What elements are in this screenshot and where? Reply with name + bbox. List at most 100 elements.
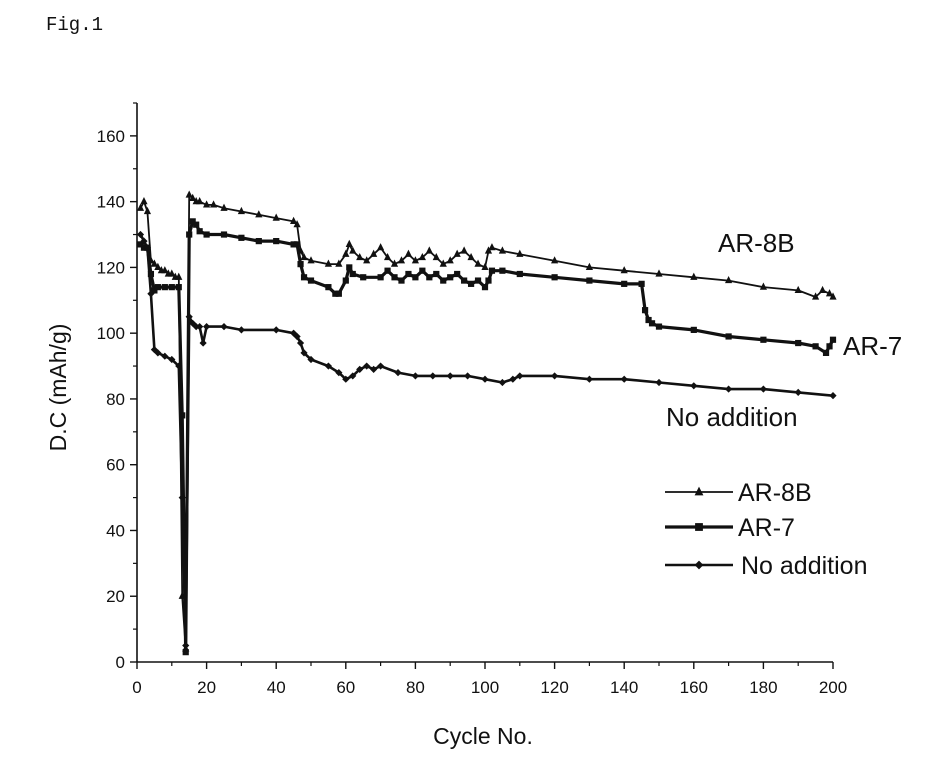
- series-no-addition: [137, 231, 837, 649]
- data-point: [639, 281, 645, 287]
- data-point: [481, 376, 488, 383]
- x-tick-label: 0: [132, 678, 141, 697]
- data-point: [346, 264, 352, 270]
- data-point: [256, 238, 262, 244]
- data-point: [485, 277, 491, 283]
- y-tick-label: 80: [106, 390, 125, 409]
- data-point: [760, 337, 766, 343]
- x-tick-label: 180: [749, 678, 777, 697]
- data-point: [273, 238, 279, 244]
- data-point: [210, 200, 217, 207]
- data-point: [499, 268, 505, 274]
- data-point: [140, 197, 147, 204]
- data-point: [621, 376, 628, 383]
- x-tick-label: 120: [540, 678, 568, 697]
- x-tick-label: 20: [197, 678, 216, 697]
- data-point: [186, 231, 192, 237]
- data-point: [183, 649, 189, 655]
- y-tick-label: 40: [106, 521, 125, 540]
- data-point: [642, 307, 648, 313]
- data-point: [461, 277, 467, 283]
- data-point: [273, 326, 280, 333]
- data-point: [447, 274, 453, 280]
- data-point: [813, 343, 819, 349]
- data-point: [405, 271, 411, 277]
- data-point: [795, 340, 801, 346]
- data-point: [419, 268, 425, 274]
- data-point: [726, 333, 732, 339]
- data-point: [499, 379, 506, 386]
- legend: AR-8B AR-7 No addition: [665, 479, 867, 580]
- y-tick-label: 120: [97, 258, 125, 277]
- y-axis-title: D.C (mAh/g): [45, 324, 71, 452]
- data-point: [429, 372, 436, 379]
- x-axis-title: Cycle No.: [433, 723, 533, 749]
- legend-item: No addition: [665, 552, 867, 580]
- data-point: [301, 274, 307, 280]
- data-point: [826, 343, 832, 349]
- data-point: [819, 286, 826, 293]
- y-tick-label: 160: [97, 127, 125, 146]
- data-point: [440, 277, 446, 283]
- legend-item: AR-8B: [665, 479, 812, 507]
- data-point: [482, 284, 488, 290]
- series-ar-7: [137, 218, 836, 655]
- data-point: [690, 382, 697, 389]
- data-point: [461, 246, 468, 253]
- data-point: [238, 326, 245, 333]
- data-point: [489, 268, 495, 274]
- data-point: [336, 291, 342, 297]
- data-point: [488, 243, 495, 250]
- data-point: [454, 271, 460, 277]
- data-point: [221, 231, 227, 237]
- data-point: [695, 487, 704, 496]
- data-point: [360, 274, 366, 280]
- series-line: [141, 235, 834, 646]
- y-tick-label: 100: [97, 324, 125, 343]
- data-point: [829, 392, 836, 399]
- data-point: [656, 324, 662, 330]
- data-point: [830, 337, 836, 343]
- data-point: [169, 284, 175, 290]
- data-point: [464, 372, 471, 379]
- data-point: [795, 389, 802, 396]
- data-point: [342, 250, 349, 257]
- x-tick-label: 100: [471, 678, 499, 697]
- legend-label: AR-8B: [738, 479, 812, 507]
- data-point: [468, 281, 474, 287]
- data-point: [176, 284, 182, 290]
- x-tick-label: 160: [680, 678, 708, 697]
- data-point: [433, 271, 439, 277]
- data-point: [346, 240, 353, 247]
- data-point: [350, 271, 356, 277]
- data-point: [394, 369, 401, 376]
- data-point: [475, 277, 481, 283]
- data-point: [691, 327, 697, 333]
- data-point: [760, 385, 767, 392]
- data-point: [426, 274, 432, 280]
- data-point: [384, 268, 390, 274]
- data-point: [200, 339, 207, 346]
- data-point: [197, 228, 203, 234]
- data-point: [155, 284, 161, 290]
- series-end-label: AR-8B: [718, 228, 795, 258]
- data-point: [391, 274, 397, 280]
- legend-label: AR-7: [738, 514, 795, 542]
- data-point: [695, 561, 704, 570]
- data-point: [655, 379, 662, 386]
- x-tick-label: 200: [819, 678, 847, 697]
- data-point: [552, 274, 558, 280]
- x-tick-label: 140: [610, 678, 638, 697]
- data-point: [193, 222, 199, 228]
- data-point: [308, 277, 314, 283]
- data-point: [325, 284, 331, 290]
- legend-label: No addition: [741, 552, 867, 580]
- data-point: [182, 642, 189, 649]
- data-point: [144, 207, 151, 214]
- data-point: [297, 261, 303, 267]
- y-tick-label: 0: [116, 653, 125, 672]
- data-point: [378, 274, 384, 280]
- y-tick-label: 140: [97, 193, 125, 212]
- series-end-label: AR-7: [843, 331, 902, 361]
- data-point: [823, 350, 829, 356]
